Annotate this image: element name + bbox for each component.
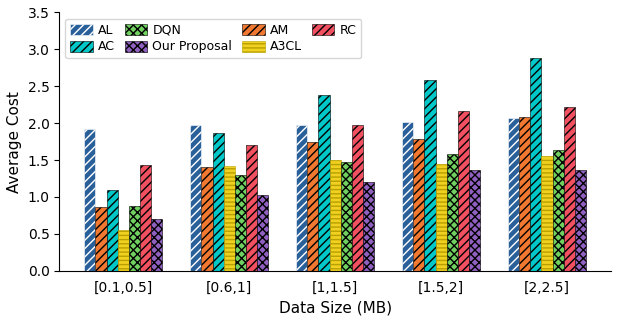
Bar bbox=[129, 206, 140, 271]
Bar bbox=[458, 111, 469, 271]
Bar bbox=[151, 219, 162, 271]
Bar bbox=[425, 80, 436, 271]
Bar bbox=[213, 133, 224, 271]
Bar bbox=[190, 125, 201, 271]
Bar bbox=[447, 154, 458, 271]
Bar bbox=[436, 164, 447, 271]
Bar bbox=[575, 170, 586, 271]
Bar bbox=[329, 160, 341, 271]
Bar bbox=[552, 150, 564, 271]
Bar bbox=[413, 139, 425, 271]
Bar bbox=[530, 58, 541, 271]
Y-axis label: Average Cost: Average Cost bbox=[7, 91, 22, 193]
Bar bbox=[84, 129, 95, 271]
Bar bbox=[224, 166, 235, 271]
X-axis label: Data Size (MB): Data Size (MB) bbox=[279, 300, 392, 315]
Bar bbox=[235, 175, 246, 271]
Bar bbox=[246, 145, 257, 271]
Bar bbox=[508, 118, 519, 271]
Bar bbox=[564, 107, 575, 271]
Bar bbox=[318, 95, 329, 271]
Bar bbox=[106, 190, 117, 271]
Bar bbox=[363, 182, 374, 271]
Bar bbox=[341, 162, 352, 271]
Bar bbox=[95, 207, 106, 271]
Bar bbox=[352, 125, 363, 271]
Bar bbox=[257, 195, 268, 271]
Bar bbox=[117, 230, 129, 271]
Legend: AL, AC, DQN, Our Proposal, AM, A3CL, RC, : AL, AC, DQN, Our Proposal, AM, A3CL, RC, bbox=[66, 19, 362, 59]
Bar bbox=[541, 156, 552, 271]
Bar bbox=[469, 170, 480, 271]
Bar bbox=[296, 125, 307, 271]
Bar bbox=[519, 117, 530, 271]
Bar bbox=[402, 122, 413, 271]
Bar bbox=[201, 167, 213, 271]
Bar bbox=[140, 165, 151, 271]
Bar bbox=[307, 142, 318, 271]
